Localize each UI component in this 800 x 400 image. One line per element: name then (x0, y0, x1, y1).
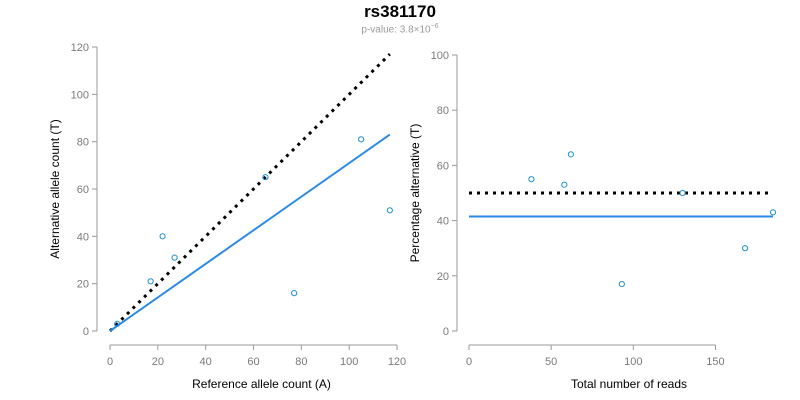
x-tick-label: 100 (624, 356, 642, 368)
data-point (291, 290, 298, 297)
data-point (358, 136, 365, 143)
data-point (679, 189, 686, 197)
x-tick-label: 80 (295, 356, 307, 368)
data-point (262, 174, 269, 181)
y-tick-label: 100 (431, 50, 449, 62)
subtitle-prefix: p-value: 3.8×10 (361, 24, 431, 36)
data-point (567, 151, 574, 158)
y-tick-label: 20 (77, 279, 89, 291)
data-point (528, 176, 535, 183)
chart-title: rs381170 (364, 2, 436, 21)
y-tick-label: 40 (77, 231, 89, 243)
x-axis-title: Total number of reads (571, 377, 687, 391)
x-tick-label: 120 (388, 356, 406, 368)
x-tick-label: 150 (706, 356, 724, 368)
y-tick-label: 0 (83, 326, 89, 338)
data-point (561, 181, 568, 188)
y-tick-label: 80 (437, 105, 449, 117)
x-tick-label: 20 (152, 356, 164, 368)
x-tick-label: 100 (340, 356, 358, 368)
data-point (741, 245, 749, 252)
y-tick-label: 60 (437, 160, 449, 172)
x-tick-label: 0 (466, 356, 472, 368)
x-tick-label: 40 (200, 356, 212, 368)
data-point (147, 278, 154, 285)
y-axis-title: Percentage alternative (T) (408, 124, 422, 263)
data-point (618, 280, 625, 288)
x-tick-label: 60 (247, 356, 259, 368)
data-point (159, 233, 166, 240)
y-tick-label: 0 (443, 326, 449, 338)
x-axis-title: Reference allele count (A) (192, 377, 331, 391)
x-tick-label: 0 (107, 356, 113, 368)
data-point (769, 209, 777, 216)
chart-subtitle: p-value: 3.8×10−6 (0, 23, 800, 35)
y-axis-title: Alternative allele count (T) (48, 119, 62, 258)
data-point (114, 320, 121, 327)
fit-line (109, 133, 391, 332)
y-tick-label: 120 (71, 42, 89, 54)
reference-line (108, 53, 391, 333)
y-tick-label: 20 (437, 271, 449, 283)
data-point (386, 207, 393, 214)
x-tick-label: 50 (545, 356, 557, 368)
y-tick-label: 80 (77, 137, 89, 149)
panel-2: 0 50 100 150 0 20 40 60 80 100 Total number of rea… (408, 50, 777, 391)
panel-1: 0 20 40 60 80 100 120 0 20 40 60 80 100 120 Reference … (48, 42, 406, 391)
y-tick-label: 40 (437, 216, 449, 228)
subtitle-exponent: −6 (430, 23, 439, 30)
y-tick-label: 100 (71, 89, 89, 101)
y-tick-label: 60 (77, 184, 89, 196)
data-point (171, 254, 178, 261)
